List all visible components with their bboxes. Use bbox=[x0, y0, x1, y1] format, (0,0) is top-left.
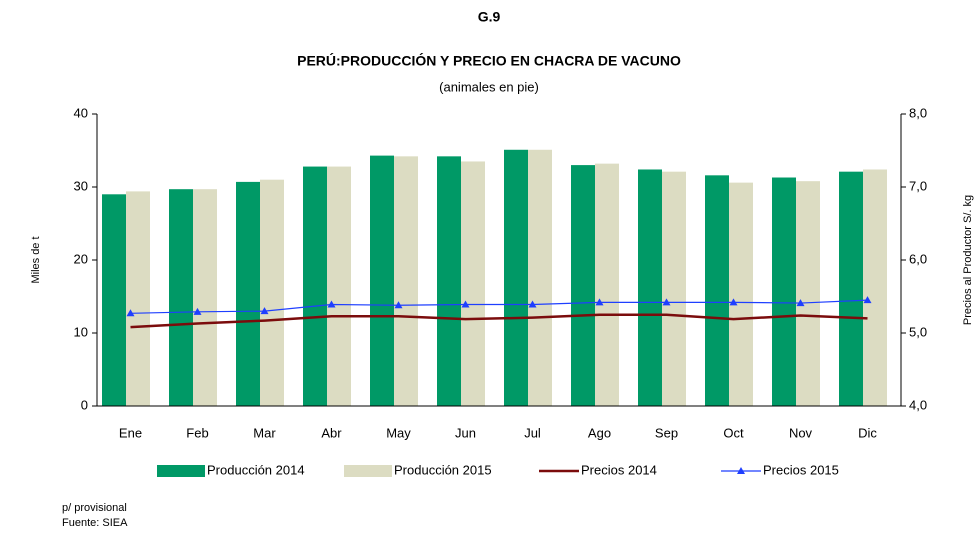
marker bbox=[260, 307, 269, 315]
bar bbox=[437, 156, 461, 406]
y-tick-label: 30 bbox=[74, 178, 88, 193]
x-tick-label: Dic bbox=[858, 425, 877, 440]
bar bbox=[303, 166, 327, 406]
marker bbox=[126, 309, 135, 317]
bar bbox=[102, 194, 126, 406]
bar bbox=[193, 189, 217, 406]
bar bbox=[772, 177, 796, 406]
y2-tick-label: 8,0 bbox=[909, 105, 927, 120]
legend-label: Precios 2015 bbox=[763, 462, 839, 477]
y2-axis-label: Precios al Productor S/. kg bbox=[962, 195, 974, 325]
bar bbox=[839, 171, 863, 406]
bar bbox=[595, 163, 619, 406]
bar bbox=[662, 171, 686, 406]
marker bbox=[662, 298, 671, 306]
bar bbox=[528, 149, 552, 406]
bar bbox=[863, 169, 887, 406]
marker bbox=[528, 300, 537, 308]
bar bbox=[169, 189, 193, 406]
x-tick-label: Oct bbox=[723, 425, 744, 440]
note: Fuente: SIEA bbox=[62, 517, 128, 529]
marker bbox=[327, 300, 336, 308]
x-tick-label: Nov bbox=[789, 425, 813, 440]
chart-subtitle: PERÚ:PRODUCCIÓN Y PRECIO EN CHACRA DE VA… bbox=[297, 52, 681, 69]
bar bbox=[796, 181, 820, 406]
legend-label: Producción 2015 bbox=[394, 462, 492, 477]
y-tick-label: 0 bbox=[81, 397, 88, 412]
y-tick-label: 40 bbox=[74, 105, 88, 120]
marker bbox=[796, 299, 805, 307]
x-tick-label: Jul bbox=[524, 425, 541, 440]
legend-swatch bbox=[344, 465, 392, 477]
bar bbox=[729, 182, 753, 406]
y2-tick-label: 7,0 bbox=[909, 178, 927, 193]
y-tick-label: 20 bbox=[74, 251, 88, 266]
bar bbox=[638, 169, 662, 406]
x-tick-label: Sep bbox=[655, 425, 678, 440]
bar bbox=[461, 161, 485, 406]
marker bbox=[193, 307, 202, 315]
bar bbox=[504, 149, 528, 406]
x-tick-label: Ago bbox=[588, 425, 611, 440]
chart-subtitle: (animales en pie) bbox=[439, 79, 539, 94]
y2-tick-label: 5,0 bbox=[909, 324, 927, 339]
legend-label: Producción 2014 bbox=[207, 462, 305, 477]
line bbox=[130, 313, 868, 329]
bar bbox=[327, 166, 351, 406]
marker bbox=[595, 298, 604, 306]
marker bbox=[729, 298, 738, 306]
x-tick-label: May bbox=[386, 425, 411, 440]
x-tick-label: Jun bbox=[455, 425, 476, 440]
legend-marker bbox=[737, 467, 745, 474]
y-axis-label: Miles de t bbox=[30, 236, 42, 283]
x-tick-label: Mar bbox=[253, 425, 276, 440]
legend-swatch bbox=[157, 465, 205, 477]
y2-tick-label: 4,0 bbox=[909, 397, 927, 412]
legend-label: Precios 2014 bbox=[581, 462, 657, 477]
line bbox=[130, 299, 868, 314]
marker bbox=[863, 296, 872, 304]
y-tick-label: 10 bbox=[74, 324, 88, 339]
bar bbox=[394, 156, 418, 406]
bar bbox=[571, 165, 595, 406]
bar bbox=[260, 179, 284, 406]
bar bbox=[705, 175, 729, 406]
bar bbox=[236, 181, 260, 406]
marker bbox=[394, 301, 403, 309]
chart-title: G.9 bbox=[478, 9, 501, 25]
bar bbox=[126, 191, 150, 406]
marker bbox=[461, 300, 470, 308]
x-tick-label: Feb bbox=[186, 425, 208, 440]
x-tick-label: Abr bbox=[321, 425, 342, 440]
bar bbox=[370, 155, 394, 406]
y2-tick-label: 6,0 bbox=[909, 251, 927, 266]
note: p/ provisional bbox=[62, 502, 127, 514]
x-tick-label: Ene bbox=[119, 425, 142, 440]
